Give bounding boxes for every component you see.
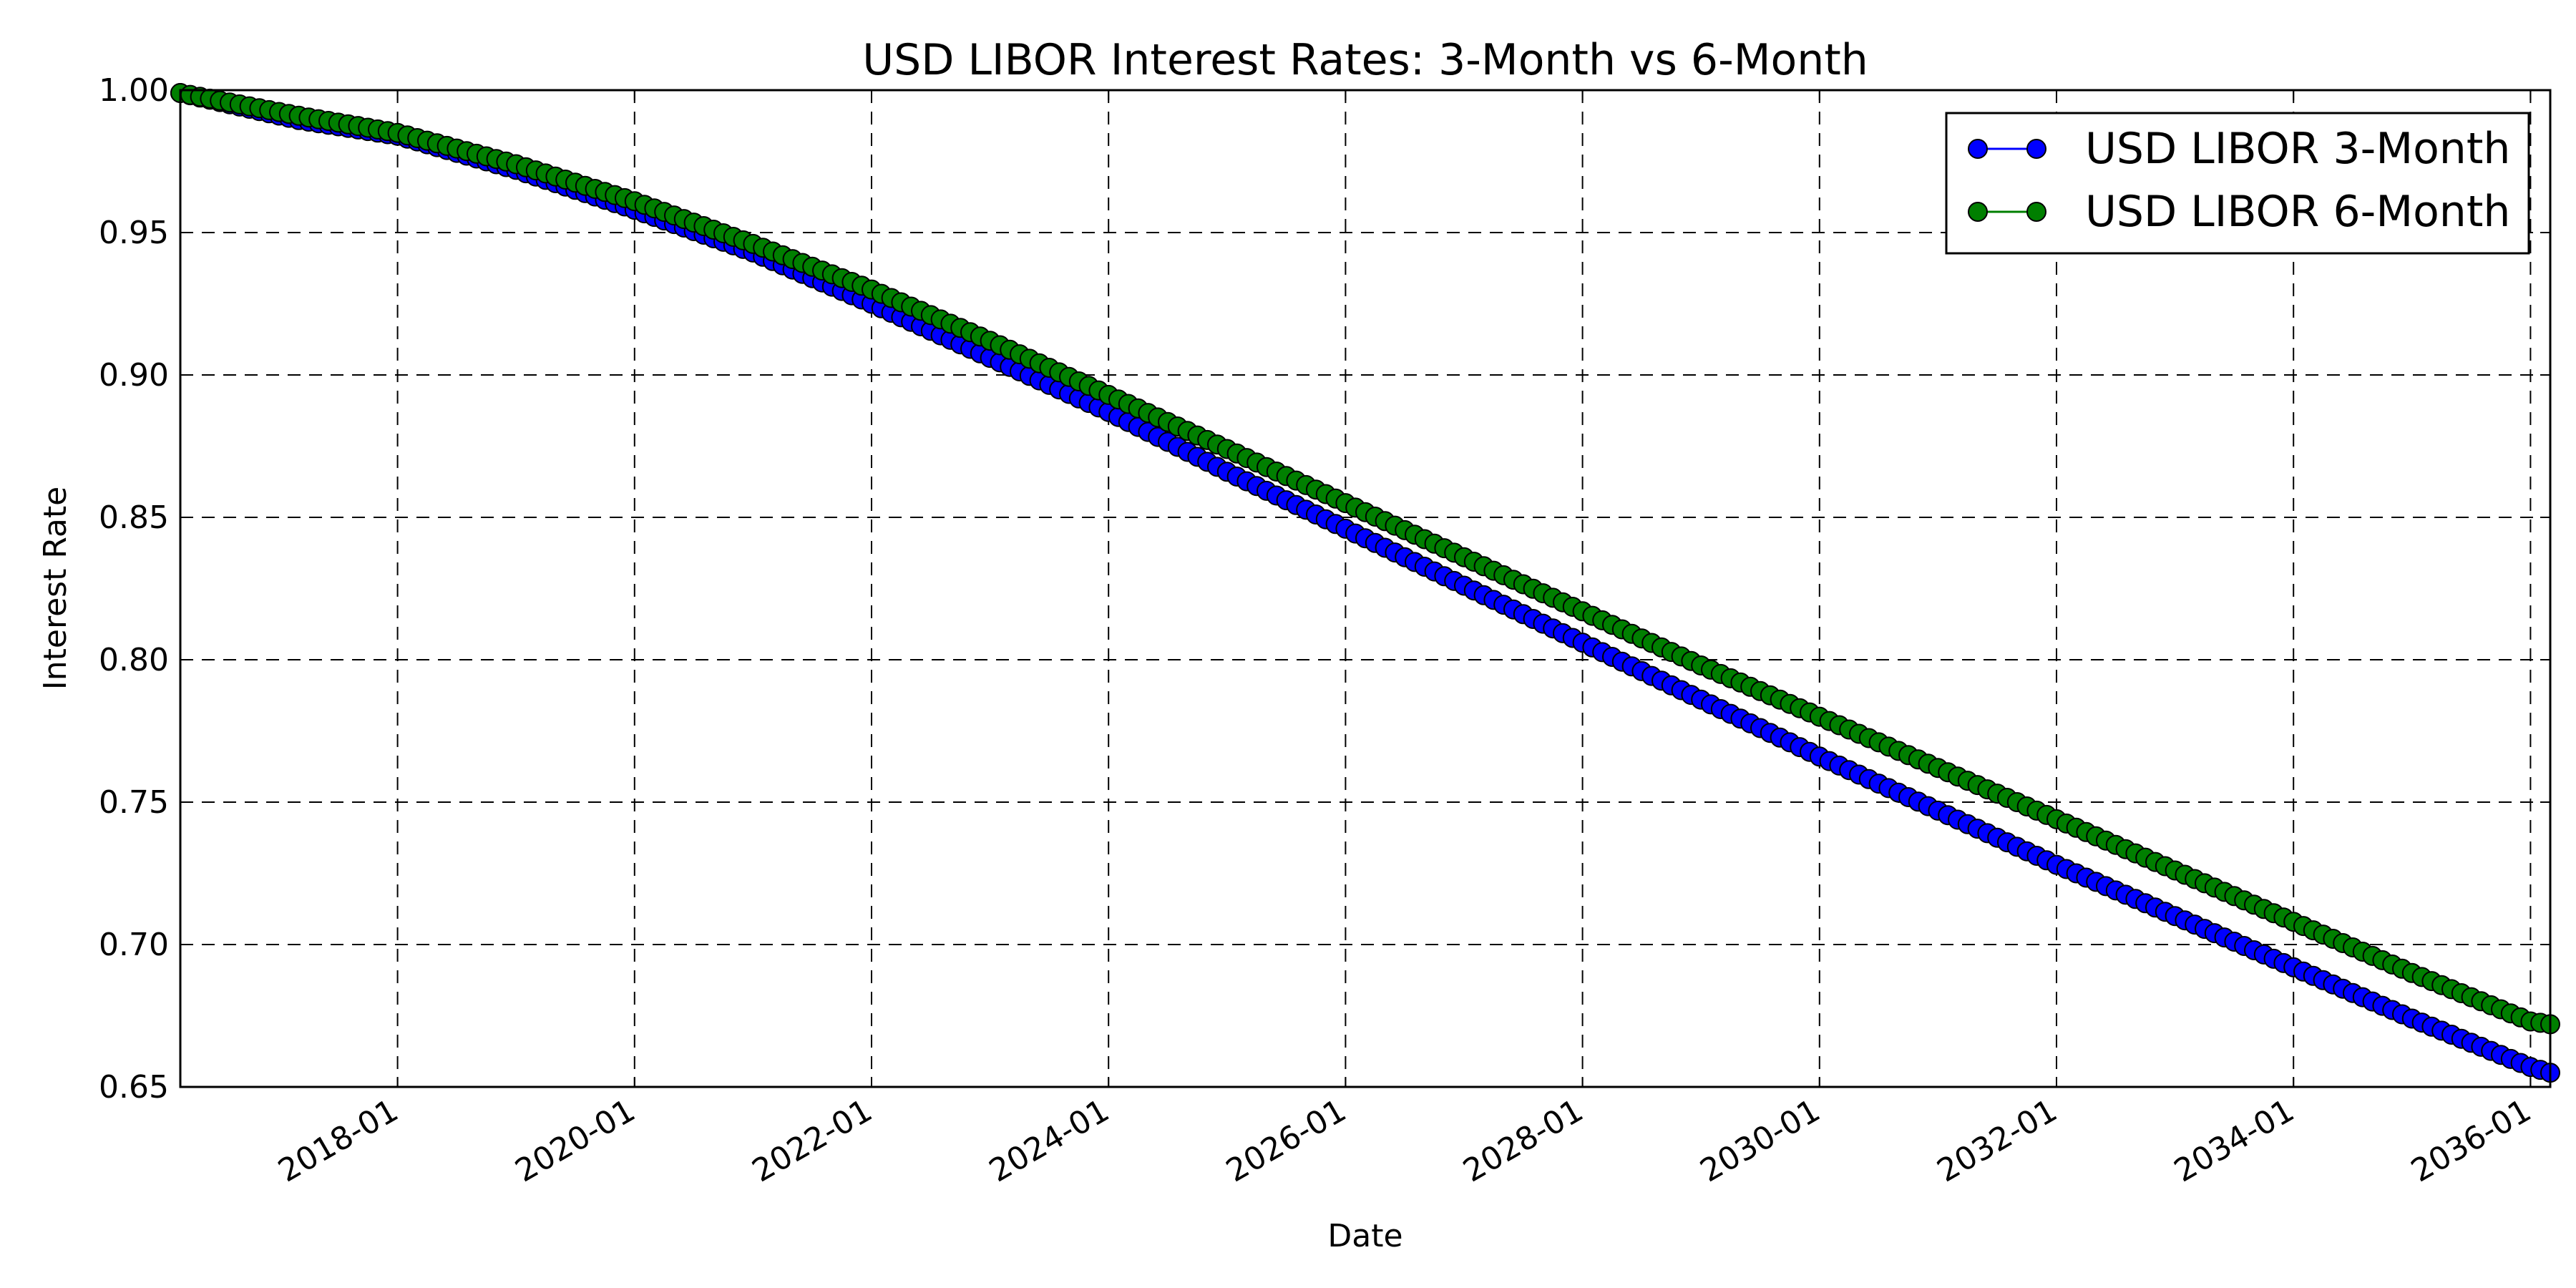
legend-marker-3-month [1968,139,1988,159]
x-axis-label: Date [1327,1218,1402,1254]
legend-marker-6-month [2026,202,2046,222]
legend-marker-3-month [2026,139,2046,159]
plot-frame [179,89,2552,1088]
y-tick-label: 0.65 [99,1069,169,1106]
series-group [170,83,2560,1083]
series-6-month [170,83,2560,1035]
y-tick-label: 0.90 [99,357,169,394]
legend: USD LIBOR 3-Month USD LIBOR 6-Month [1945,112,2530,255]
y-tick-label: 0.75 [99,784,169,821]
plot-background [180,90,2550,1087]
legend-label-6-month: USD LIBOR 6-Month [2085,187,2510,237]
y-axis-label: Interest Rate [37,487,74,690]
legend-label-3-month: USD LIBOR 3-Month [2085,124,2510,174]
y-tick-label: 0.70 [99,927,169,963]
legend-marker-6-month [1968,202,1988,222]
y-tick-label: 1.00 [99,72,169,109]
y-tick-label: 0.95 [99,215,169,251]
y-tick-label: 0.85 [99,499,169,536]
chart-title: USD LIBOR Interest Rates: 3-Month vs 6-M… [862,35,1868,85]
y-tick-label: 0.80 [99,642,169,678]
legend-frame [1945,112,2530,255]
